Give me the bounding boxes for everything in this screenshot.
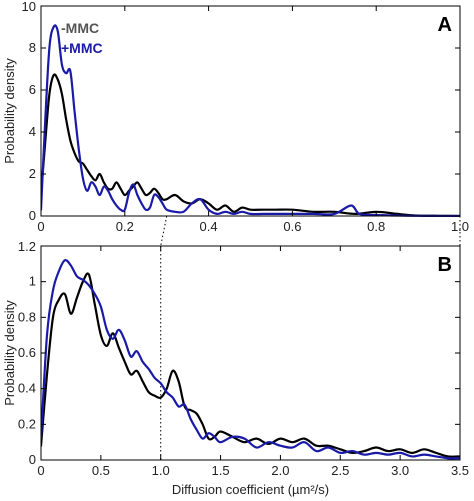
series-group — [41, 259, 460, 460]
y-tick-label: 0.8 — [18, 309, 36, 324]
series-line-plusminus-mmc — [41, 259, 460, 460]
y-tick-label: 0 — [29, 452, 36, 467]
series-line-minus-mmc — [41, 73, 460, 217]
y-tick-label: 10 — [22, 0, 36, 14]
plot-frame — [40, 5, 461, 217]
zoom-connector — [160, 215, 461, 247]
x-tick-label: 0.4 — [200, 219, 218, 234]
y-axis-label: Probability density — [2, 58, 17, 164]
x-tick-label: 1.0 — [152, 463, 170, 478]
x-tick-label: 0.8 — [367, 219, 385, 234]
x-tick-label: 3.5 — [451, 463, 469, 478]
y-tick-label: 4 — [29, 124, 36, 139]
legend-entry: +MMC — [61, 40, 103, 56]
panel-label-a: A — [438, 14, 452, 36]
series-group — [41, 24, 460, 217]
x-tick-label: 1.5 — [212, 463, 230, 478]
y-tick-label: 8 — [29, 40, 36, 55]
y-tick-label: 0.4 — [18, 381, 36, 396]
x-tick-label: 0.6 — [283, 219, 301, 234]
zoom-line-left — [160, 215, 168, 247]
y-tick-label: 1.2 — [18, 239, 36, 254]
legend-entry: -MMC — [61, 20, 99, 36]
panel-b: 0 0.5 1.0 1.5 2.0 2.5 3.0 3.5 0 0.2 0.4 0.6 0.8 1 1.2 P… — [2, 239, 469, 497]
x-tick-label: 2.5 — [331, 463, 349, 478]
x-tick-label: 2.0 — [271, 463, 289, 478]
series-line-plusminus-mmc — [41, 24, 460, 217]
y-tick-label: 6 — [29, 82, 36, 97]
y-tick-label: 0.6 — [18, 345, 36, 360]
x-tick-label: 0 — [37, 219, 44, 234]
y-tick-label: 0 — [29, 208, 36, 223]
x-tick-label: 0.2 — [116, 219, 134, 234]
x-tick-label: 1.0 — [451, 219, 469, 234]
x-tick-label: 0 — [37, 463, 44, 478]
y-tick-label: 1 — [29, 274, 36, 289]
plot-frame — [40, 245, 461, 461]
y-axis-label: Probability density — [2, 300, 17, 406]
y-tick-label: 2 — [29, 166, 36, 181]
series-line-minus-mmc — [41, 272, 460, 458]
y-tick-label: 0.2 — [18, 416, 36, 431]
x-tick-label: 0.5 — [92, 463, 110, 478]
x-tick-label: 3.0 — [391, 463, 409, 478]
panel-label-b: B — [438, 254, 452, 276]
panel-a: 0 0.2 0.4 0.6 0.8 1.0 0 2 4 6 8 10 Probability densi… — [2, 0, 469, 234]
x-axis-label: Diffusion coefficient (µm²/s) — [172, 482, 329, 497]
